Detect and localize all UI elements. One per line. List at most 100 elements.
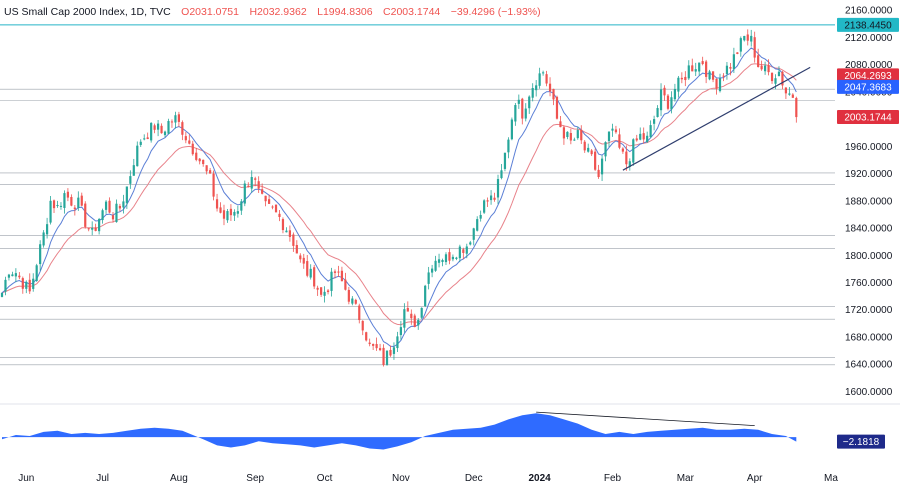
candle (757, 48, 760, 68)
candle-body (21, 278, 24, 289)
candle-body (160, 125, 163, 134)
candle (87, 227, 90, 232)
candle (91, 221, 94, 236)
candle-body (542, 72, 545, 74)
candle-body (521, 98, 524, 119)
candle (535, 80, 538, 97)
candle-body (326, 290, 330, 293)
candle (705, 59, 708, 84)
candle-body (209, 170, 212, 174)
candle (663, 85, 666, 101)
ma-fast-tag-text: 2047.3683 (844, 82, 892, 93)
candle-body (188, 140, 191, 144)
candle (385, 350, 389, 366)
candle (604, 141, 607, 162)
candle (143, 134, 146, 141)
candle (160, 123, 163, 134)
candle-body (243, 183, 246, 204)
candle (639, 127, 642, 141)
candle (98, 217, 101, 235)
candle (680, 72, 683, 84)
ohlc-close: C2003.1744 (383, 6, 441, 18)
x-tick-label: Jul (96, 473, 109, 484)
candle (309, 264, 312, 280)
resistance-tag: 2138.4450 (837, 17, 899, 32)
candle-body (250, 177, 253, 189)
candle-body (760, 65, 763, 70)
candle (302, 253, 305, 269)
candle (746, 29, 749, 46)
candle-body (233, 211, 236, 216)
x-tick-label: Aug (170, 473, 188, 484)
candle-body (698, 62, 701, 72)
candle (417, 318, 420, 330)
candle-body (347, 289, 350, 302)
candle-body (212, 173, 215, 197)
candle-body (330, 271, 333, 291)
candle (729, 63, 732, 76)
candle (104, 200, 108, 214)
candle (784, 87, 788, 99)
candle (587, 143, 590, 153)
candle (427, 266, 430, 290)
candle (496, 174, 500, 205)
candle-body (781, 71, 784, 86)
candle-body (673, 88, 677, 100)
candle (684, 71, 687, 87)
candle (788, 87, 791, 96)
ma-slow-tag-text: 2064.2693 (844, 71, 892, 82)
candle-body (413, 315, 416, 327)
candle (49, 196, 52, 225)
candle-body (410, 313, 413, 319)
candle-body (597, 169, 600, 178)
candle (594, 148, 597, 171)
candle (791, 93, 794, 98)
ohlc-change: −39.4296 (−1.93%) (450, 6, 541, 18)
candle (202, 159, 205, 167)
candle (150, 122, 153, 143)
candle-body (32, 278, 35, 289)
candle-body (170, 121, 174, 123)
candle (111, 211, 115, 223)
candle-body (139, 141, 142, 145)
y-tick-label: 2160.0000 (845, 6, 893, 17)
candle-body (104, 201, 108, 210)
candle (562, 125, 566, 145)
candle-body (198, 158, 201, 162)
candle (580, 125, 583, 144)
candle (271, 205, 274, 210)
candle (274, 204, 278, 213)
candle-body (628, 161, 631, 167)
candle-body (767, 65, 770, 73)
ma-fast-line (1, 47, 797, 348)
candle-body (143, 138, 146, 140)
candle-body (507, 139, 510, 153)
candle-body (718, 78, 722, 92)
candle-body (503, 152, 507, 169)
candle (146, 132, 149, 140)
y-tick-label: 1760.0000 (845, 278, 893, 289)
candle-body (299, 255, 302, 260)
candle-body (763, 65, 767, 72)
candle-body (566, 131, 569, 138)
candle-body (708, 71, 711, 80)
candle-body (181, 122, 184, 135)
candle-body (427, 272, 430, 284)
y-tick-label: 1720.0000 (845, 305, 893, 316)
candle-body (14, 273, 17, 277)
candle-body (129, 176, 132, 184)
candle-body (4, 279, 7, 292)
candle-body (63, 193, 66, 208)
candle (548, 77, 552, 97)
candle (542, 70, 545, 76)
candle (441, 258, 444, 267)
candle-body (267, 199, 271, 204)
y-tick-label: 1640.0000 (845, 360, 893, 371)
candle (510, 117, 513, 141)
x-tick-label: Apr (747, 473, 763, 484)
candle (254, 176, 257, 187)
candle (125, 186, 128, 209)
candle-body (479, 214, 482, 219)
oscillator-area (2, 413, 797, 450)
